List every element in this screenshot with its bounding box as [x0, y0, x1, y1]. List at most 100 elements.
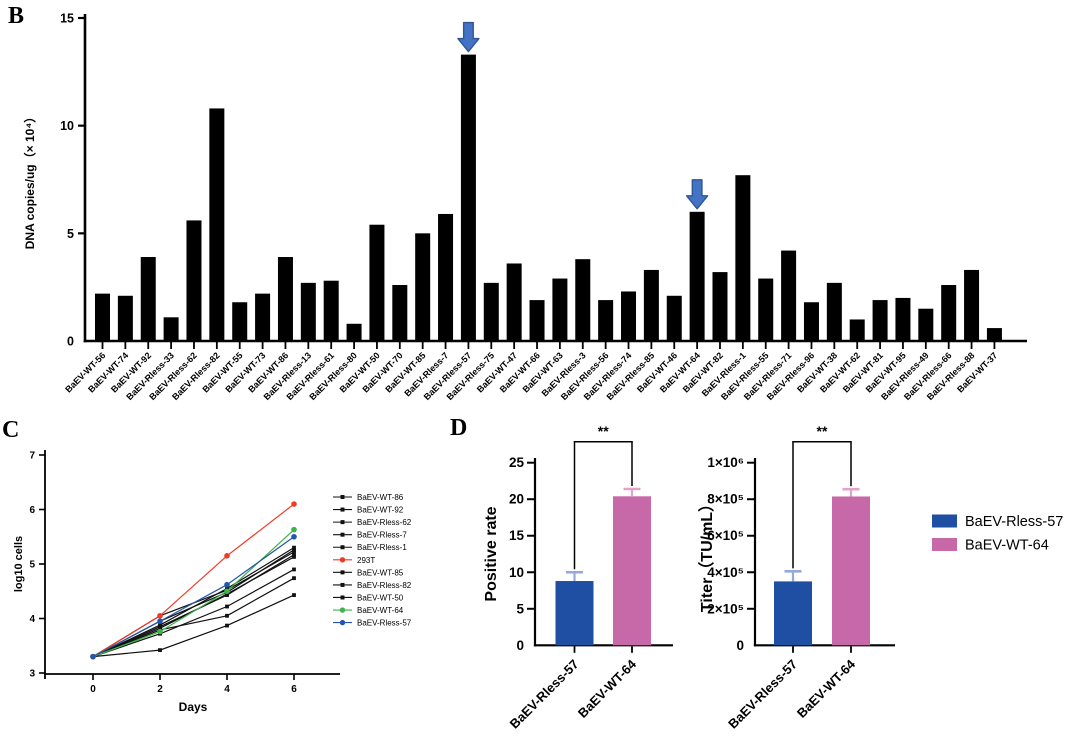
bar-BaEV-Rless-85	[643, 269, 659, 341]
c-y-tick-label: 4	[29, 614, 35, 625]
series-marker-BaEV-Rless-57	[90, 653, 96, 660]
d-y-axis-title-positive_rate: Positive rate	[483, 506, 500, 601]
d-y-tick-label: 8×10⁵	[707, 492, 744, 507]
c-y-tick-label: 3	[29, 669, 35, 680]
c-legend-marker-BaEV-Rless-57	[339, 619, 346, 626]
c-legend-label-BaEV-WT-86: BaEV-WT-86	[357, 493, 404, 502]
d-x-label-titer-BaEV-WT-64: BaEV-WT-64	[794, 656, 859, 721]
bar-BaEV-WT-64	[689, 211, 705, 341]
bar-BaEV-WT-73	[255, 293, 271, 341]
bar-BaEV-WT-92	[140, 257, 156, 341]
bar-BaEV-Rless-71	[781, 250, 797, 341]
d-y-tick-label: 0	[516, 638, 524, 653]
series-marker-BaEV-Rless-57	[291, 533, 297, 540]
bar-titer-BaEV-WT-64	[832, 496, 870, 646]
d-legend-label-BaEV-Rless-57: BaEV-Rless-57	[965, 514, 1063, 530]
bar-BaEV-WT-95	[895, 297, 911, 341]
bar-BaEV-Rless-55	[758, 278, 774, 341]
d-x-label-titer-BaEV-Rless-57: BaEV-Rless-57	[725, 657, 800, 732]
panel-b-label: B	[8, 3, 25, 29]
bar-BaEV-WT-86	[277, 257, 293, 341]
bar-BaEV-WT-46	[666, 295, 682, 341]
bar-BaEV-Rless-88	[964, 269, 980, 341]
d-x-label-positive_rate-BaEV-WT-64: BaEV-WT-64	[575, 656, 640, 721]
bar-positive_rate-BaEV-WT-64	[613, 496, 651, 646]
c-legend-marker-BaEV-Rless-1	[340, 545, 345, 550]
bar-BaEV-WT-66	[529, 300, 545, 341]
series-line-BaEV-WT-92	[92, 577, 295, 658]
panel-d-label: D	[450, 415, 468, 441]
c-x-tick-label: 2	[157, 684, 163, 695]
series-marker-BaEV-Rless-82	[292, 545, 296, 550]
bar-BaEV-Rless-3	[575, 259, 591, 341]
bar-BaEV-Rless-13	[300, 282, 316, 341]
c-legend-label-BaEV-WT-64: BaEV-WT-64	[357, 606, 404, 615]
c-legend-label-BaEV-WT-85: BaEV-WT-85	[357, 568, 404, 577]
c-legend-label-BaEV-WT-50: BaEV-WT-50	[357, 593, 404, 602]
c-legend-label-BaEV-Rless-7: BaEV-Rless-7	[357, 531, 407, 540]
d-y-tick-label: 2×10⁵	[707, 601, 744, 616]
c-legend-label-BaEV-Rless-1: BaEV-Rless-1	[357, 543, 407, 552]
bar-BaEV-Rless-82	[209, 108, 225, 341]
c-y-axis-title: log10 cells	[13, 536, 25, 592]
c-legend-marker-BaEV-WT-92	[340, 507, 345, 512]
c-legend-label-BaEV-Rless-57: BaEV-Rless-57	[357, 619, 412, 628]
c-y-tick-label: 5	[29, 560, 35, 571]
c-y-tick-label: 6	[29, 505, 35, 516]
d-y-tick-label: 4×10⁵	[707, 565, 744, 580]
series-marker-BaEV-WT-85	[292, 550, 296, 554]
bar-BaEV-WT-63	[552, 278, 568, 341]
bar-BaEV-Rless-33	[163, 317, 179, 341]
d-legend-swatch-BaEV-WT-64	[932, 538, 957, 551]
series-line-BaEV-Rless-57	[92, 536, 295, 658]
bar-BaEV-WT-70	[392, 285, 408, 341]
d-y-axis-title-titer: Titer（TU/mL）	[698, 496, 716, 612]
bar-BaEV-WT-37	[986, 328, 1002, 341]
c-x-tick-label: 6	[291, 684, 297, 695]
bar-BaEV-WT-50	[369, 224, 385, 341]
series-marker-293T	[224, 553, 230, 559]
series-line-BaEV-Rless-62	[92, 568, 295, 658]
c-legend-label-BaEV-Rless-62: BaEV-Rless-62	[357, 518, 412, 527]
c-x-tick-label: 0	[90, 684, 96, 695]
series-marker-293T	[157, 612, 163, 619]
d-y-tick-label: 6×10⁵	[707, 528, 744, 543]
series-line-293T	[92, 503, 295, 658]
bar-BaEV-WT-55	[232, 302, 248, 341]
c-legend-label-BaEV-WT-92: BaEV-WT-92	[357, 506, 404, 515]
series-marker-BaEV-WT-86	[225, 623, 229, 628]
b-y-axis-title: DNA copies/ug（× 10⁴）	[22, 111, 37, 250]
b-y-tick-label: 15	[60, 12, 74, 26]
c-legend-marker-BaEV-Rless-7	[340, 532, 345, 537]
c-legend-marker-293T	[339, 557, 346, 563]
d-legend-label-BaEV-WT-64: BaEV-WT-64	[965, 538, 1049, 554]
highlight-arrow-icon-BaEV-Rless-57	[457, 21, 480, 53]
bar-BaEV-Rless-62	[186, 220, 202, 341]
c-legend-marker-BaEV-WT-85	[340, 570, 345, 575]
bar-BaEV-Rless-49	[918, 308, 934, 341]
bar-BaEV-WT-82	[712, 272, 728, 341]
d-y-tick-label: 10	[509, 565, 524, 580]
series-marker-BaEV-WT-64	[291, 526, 297, 533]
series-marker-BaEV-WT-64	[224, 588, 230, 595]
bar-BaEV-Rless-7	[438, 213, 454, 341]
b-y-tick-label: 5	[67, 227, 74, 241]
series-marker-BaEV-Rless-62	[292, 567, 296, 572]
bar-BaEV-Rless-1	[735, 175, 751, 341]
series-marker-BaEV-WT-86	[292, 593, 296, 597]
bar-BaEV-Rless-80	[346, 323, 362, 341]
c-y-tick-label: 7	[29, 451, 35, 462]
bar-BaEV-WT-74	[117, 295, 133, 341]
sig-label-titer: **	[817, 423, 828, 439]
bar-BaEV-WT-85	[415, 233, 431, 341]
series-marker-293T	[291, 501, 297, 507]
bar-BaEV-Rless-75	[483, 282, 499, 341]
bar-BaEV-Rless-74	[621, 291, 637, 341]
d-y-tick-label: 1×10⁶	[707, 455, 744, 470]
bar-BaEV-WT-47	[506, 263, 522, 341]
c-legend-marker-BaEV-WT-64	[339, 607, 346, 613]
bar-BaEV-Rless-96	[803, 302, 819, 341]
d-y-tick-label: 15	[509, 528, 525, 543]
sig-label-positive_rate: **	[598, 423, 609, 439]
